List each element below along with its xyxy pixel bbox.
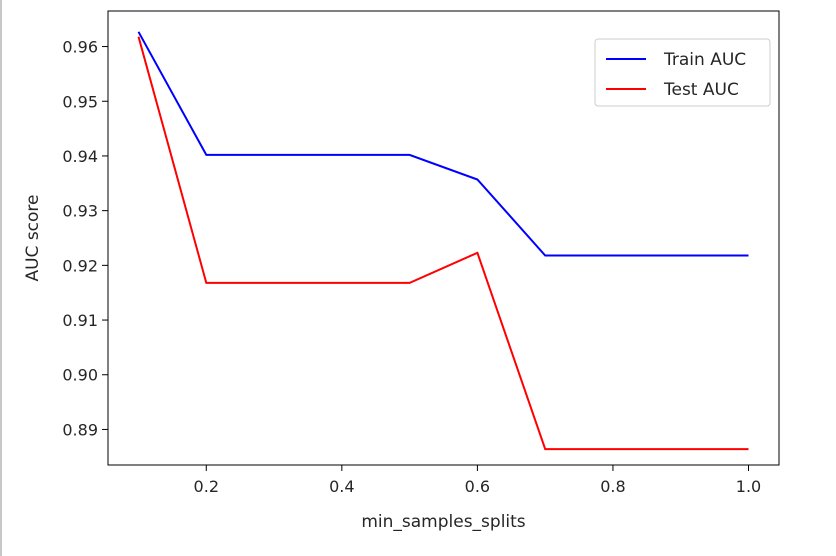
y-tick-label: 0.89 — [62, 420, 98, 439]
x-axis: 0.2 0.4 0.6 0.8 1.0 — [194, 465, 761, 496]
x-tick-label: 1.0 — [736, 477, 761, 496]
x-axis-label: min_samples_splits — [361, 512, 525, 532]
x-tick-label: 0.4 — [329, 477, 354, 496]
legend-label: Test AUC — [663, 80, 739, 100]
y-tick-label: 0.94 — [62, 147, 98, 166]
series-line-test-auc — [137, 36, 749, 451]
y-tick-label: 0.91 — [62, 311, 98, 330]
y-tick-label: 0.96 — [62, 38, 98, 57]
y-axis-label: AUC score — [23, 194, 43, 281]
y-tick-label: 0.95 — [62, 92, 98, 111]
x-tick-label: 0.8 — [600, 477, 625, 496]
x-tick-label: 0.2 — [194, 477, 219, 496]
x-tick-label: 0.6 — [465, 477, 490, 496]
y-axis: 0.89 0.90 0.91 0.92 0.93 0.94 0.95 0.96 — [62, 38, 108, 439]
y-tick-label: 0.93 — [62, 202, 98, 221]
y-tick-label: 0.90 — [62, 366, 98, 385]
legend: Train AUC Test AUC — [594, 38, 771, 107]
window-edge — [0, 0, 2, 556]
series-lines — [137, 31, 749, 451]
legend-label: Train AUC — [663, 50, 746, 70]
y-tick-label: 0.92 — [62, 256, 98, 275]
series-line-train-auc — [137, 31, 749, 257]
